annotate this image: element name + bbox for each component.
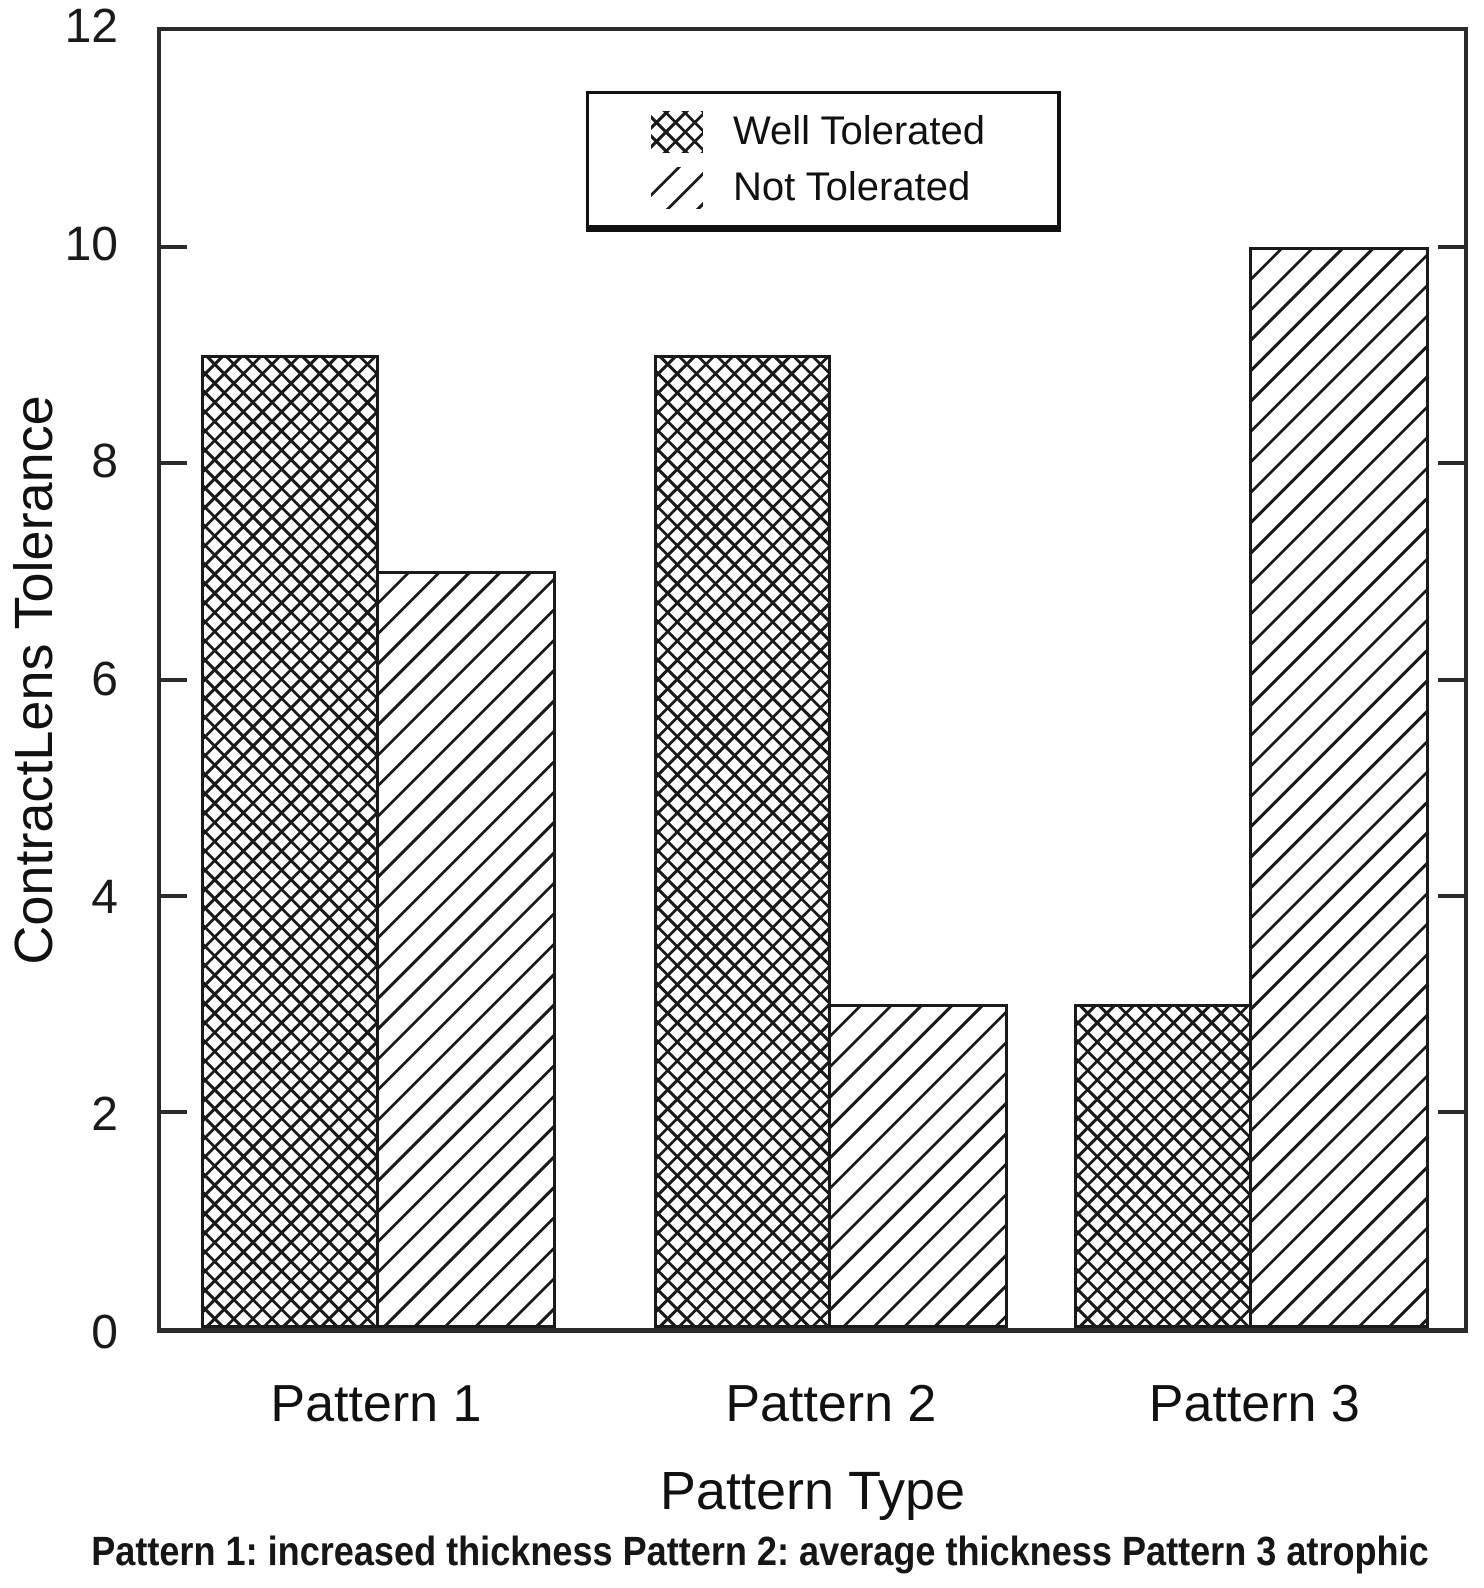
x-category-label-1: Pattern 1 [270,1375,482,1433]
y-tick-label-2: 2 [91,1088,118,1142]
y-tick-label-8: 8 [91,435,118,489]
y-tick-label-12: 12 [64,0,118,53]
y-tick-label-0: 0 [91,1306,118,1359]
legend-item-well-tolerated: Well Tolerated [589,109,1057,154]
bar-well-tolerated-2 [653,355,831,1328]
figure-caption-text: Pattern 1: increased thickness Pattern 2… [91,1528,1429,1574]
diagonal-hatch-swatch-icon [651,166,703,209]
x-axis-title: Pattern Type [659,1461,966,1521]
y-tick-label-6: 6 [91,653,118,706]
plot-area: Well Tolerated Not Tolerated [157,27,1468,1333]
x-axis-category-labels: Pattern 1 Pattern 2 Pattern 3 [157,1374,1468,1444]
y-axis-tick-labels: 0 2 4 6 8 10 12 [0,3,132,1357]
bar-not-tolerated-3 [1248,247,1429,1328]
crosshatch-swatch-icon [651,110,703,153]
bar-not-tolerated-1 [375,571,556,1328]
y-tick-mark-8 [1438,461,1464,466]
y-tick-mark-4 [161,893,187,898]
legend-item-not-tolerated: Not Tolerated [589,165,1057,210]
bar-group-1 [201,31,556,1328]
y-tick-mark-6 [161,677,187,682]
legend-label-not-tolerated: Not Tolerated [733,165,971,209]
bar-well-tolerated-1 [201,355,379,1328]
y-tick-mark-6 [1438,677,1464,682]
bar-not-tolerated-2 [827,1003,1008,1328]
y-tick-mark-10 [161,245,187,250]
bar-group-3 [1074,31,1429,1328]
x-category-label-3: Pattern 3 [1148,1375,1360,1433]
y-tick-mark-2 [1438,1109,1464,1114]
bar-group-2 [653,31,1008,1328]
legend-label-well-tolerated: Well Tolerated [733,109,985,153]
y-tick-label-4: 4 [91,870,118,924]
x-category-label-2: Pattern 2 [725,1375,937,1433]
bar-well-tolerated-3 [1074,1003,1252,1328]
legend: Well Tolerated Not Tolerated [586,91,1061,232]
y-tick-mark-4 [1438,893,1464,898]
y-tick-mark-8 [161,461,187,466]
y-tick-mark-2 [161,1109,187,1114]
y-tick-label-10: 10 [64,217,118,271]
figure-caption: Pattern 1: increased thickness Pattern 2… [0,1528,1484,1575]
y-tick-mark-10 [1438,245,1464,250]
